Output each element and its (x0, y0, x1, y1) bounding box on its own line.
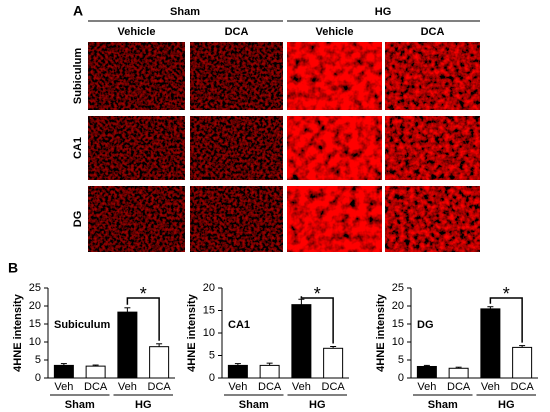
group-header: Sham (170, 6, 200, 18)
micrograph-signal (190, 116, 283, 180)
micrograph-signal (190, 42, 283, 110)
group-label: HG (135, 399, 152, 411)
micrograph-signal (287, 42, 382, 110)
panel-label: B (8, 260, 18, 276)
significance-mark: * (140, 284, 147, 304)
row-label: DG (72, 211, 84, 228)
y-tick-label: 0 (398, 372, 404, 384)
chart-title: DG (417, 319, 434, 331)
y-axis-label: 4HNE intensity (186, 293, 198, 372)
column-header: DCA (225, 26, 249, 38)
y-tick-label: 10 (29, 336, 41, 348)
micrograph-signal (385, 116, 480, 180)
micrograph-signal (88, 186, 185, 252)
x-tick-label: DCA (511, 381, 535, 393)
x-tick-label: Veh (54, 381, 73, 393)
y-tick-label: 0 (209, 372, 215, 384)
row-label: CA1 (72, 137, 84, 159)
y-tick-label: 5 (35, 354, 41, 366)
y-tick-label: 10 (392, 336, 404, 348)
micrograph-signal (385, 186, 480, 252)
micrograph-signal (287, 186, 382, 252)
bar (53, 364, 74, 379)
y-tick-label: 15 (203, 304, 215, 316)
significance-mark: * (503, 284, 510, 304)
y-tick-label: 25 (29, 282, 41, 294)
column-header: DCA (421, 26, 445, 38)
chart-title: Subiculum (54, 319, 110, 331)
bar (117, 311, 138, 379)
column-header: Vehicle (118, 26, 156, 38)
x-tick-label: DCA (148, 381, 172, 393)
group-label: HG (309, 399, 326, 411)
y-tick-label: 25 (392, 282, 404, 294)
micrograph-signal (385, 42, 480, 110)
x-tick-label: Veh (118, 381, 137, 393)
x-tick-label: Veh (228, 381, 247, 393)
bar (227, 364, 248, 379)
group-label: Sham (65, 399, 95, 411)
y-tick-label: 20 (29, 300, 41, 312)
x-tick-label: Veh (292, 381, 311, 393)
bar (291, 304, 312, 379)
y-tick-label: 20 (203, 282, 215, 294)
bar (512, 346, 533, 379)
significance-mark: * (314, 284, 321, 304)
column-header: Vehicle (316, 26, 354, 38)
significance-bracket (126, 297, 160, 341)
bar (149, 346, 170, 379)
panel-label: A (73, 3, 83, 19)
y-tick-label: 20 (392, 300, 404, 312)
y-tick-label: 15 (392, 318, 404, 330)
micrographs (88, 42, 480, 252)
significance-bracket (300, 296, 334, 344)
significance-bracket (489, 297, 523, 343)
x-tick-label: DCA (258, 381, 282, 393)
x-tick-label: DCA (84, 381, 108, 393)
row-label: Subiculum (72, 48, 84, 104)
y-tick-label: 5 (398, 354, 404, 366)
x-tick-label: DCA (447, 381, 471, 393)
group-label: Sham (428, 399, 458, 411)
y-tick-label: 0 (35, 372, 41, 384)
y-tick-label: 15 (29, 318, 41, 330)
micrograph-signal (287, 116, 382, 180)
y-tick-label: 10 (203, 327, 215, 339)
bar (480, 308, 501, 379)
group-label: Sham (239, 399, 269, 411)
group-label: HG (498, 399, 515, 411)
x-tick-label: DCA (322, 381, 346, 393)
bar (259, 364, 280, 379)
bar (323, 347, 344, 379)
y-axis-label: 4HNE intensity (375, 293, 387, 372)
x-tick-label: Veh (481, 381, 500, 393)
bar (85, 365, 106, 379)
micrograph-signal (88, 42, 185, 110)
micrograph-signal (88, 116, 185, 180)
y-axis-label: 4HNE intensity (12, 293, 24, 372)
y-tick-label: 5 (209, 349, 215, 361)
chart-title: CA1 (228, 319, 250, 331)
bar (416, 365, 437, 379)
micrograph-signal (190, 186, 283, 252)
group-header: HG (375, 6, 392, 18)
bar (448, 367, 469, 379)
x-tick-label: Veh (417, 381, 436, 393)
